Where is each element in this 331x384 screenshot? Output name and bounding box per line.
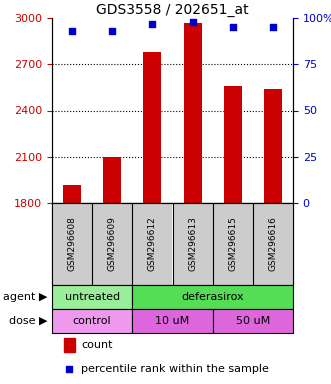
Text: control: control: [73, 316, 112, 326]
Text: dose ▶: dose ▶: [9, 316, 47, 326]
Bar: [132, 309, 213, 333]
Bar: [213, 309, 293, 333]
Title: GDS3558 / 202651_at: GDS3558 / 202651_at: [96, 3, 249, 17]
Bar: [132, 203, 172, 285]
Text: GSM296613: GSM296613: [188, 217, 197, 271]
Point: [150, 20, 155, 26]
Text: untreated: untreated: [65, 292, 120, 302]
Bar: [172, 203, 213, 285]
Text: deferasirox: deferasirox: [181, 292, 244, 302]
Bar: [52, 285, 132, 309]
Bar: [264, 89, 282, 203]
Text: GSM296612: GSM296612: [148, 217, 157, 271]
Text: percentile rank within the sample: percentile rank within the sample: [81, 364, 269, 374]
Bar: [143, 52, 162, 203]
Text: GSM296608: GSM296608: [68, 217, 76, 271]
Text: 50 uM: 50 uM: [236, 316, 270, 326]
Point: [110, 28, 115, 34]
Text: 10 uM: 10 uM: [155, 316, 190, 326]
Bar: [132, 285, 293, 309]
Bar: [92, 203, 132, 285]
Point: [270, 24, 276, 30]
Point: [70, 28, 75, 34]
Point: [230, 24, 235, 30]
Bar: [224, 86, 242, 203]
Text: GSM296609: GSM296609: [108, 217, 117, 271]
Bar: [52, 309, 132, 333]
Text: GSM296616: GSM296616: [268, 217, 277, 271]
Bar: [52, 203, 92, 285]
Bar: [213, 203, 253, 285]
Point: [190, 19, 195, 25]
Text: GSM296615: GSM296615: [228, 217, 237, 271]
Bar: [64, 338, 75, 352]
Bar: [184, 23, 202, 203]
Text: count: count: [81, 340, 113, 350]
Point: [67, 366, 72, 372]
Bar: [63, 184, 81, 203]
Text: agent ▶: agent ▶: [3, 292, 47, 302]
Bar: [253, 203, 293, 285]
Bar: [103, 157, 121, 203]
